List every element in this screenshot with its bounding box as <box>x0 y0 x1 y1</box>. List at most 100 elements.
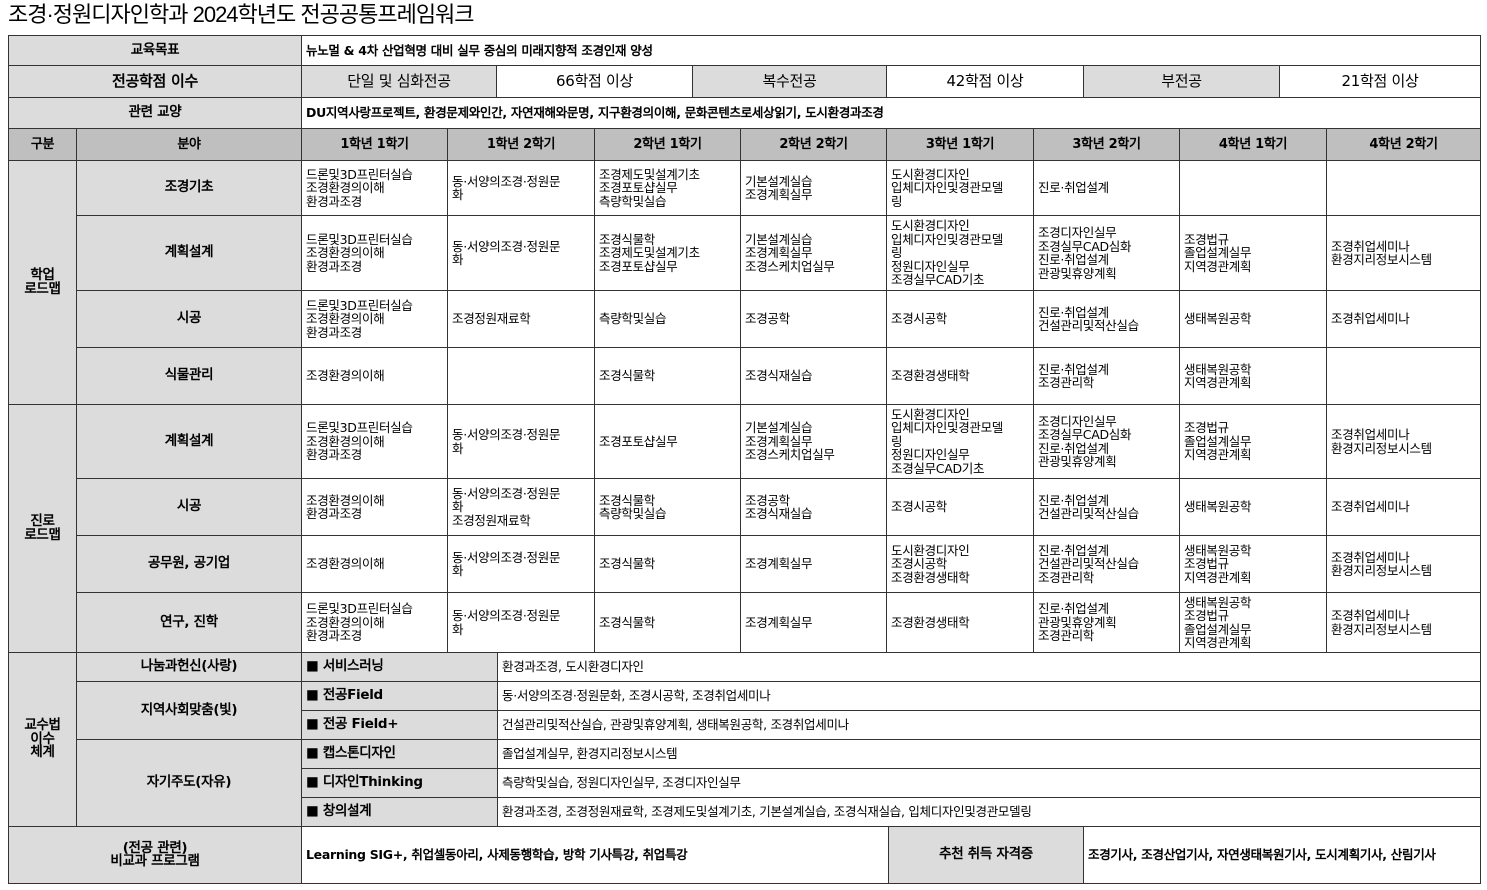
course-cell: 조경식물학 <box>594 347 741 405</box>
liberal-label: 관련 교양 <box>8 97 302 129</box>
roadmap-field: 식물관리 <box>76 347 302 405</box>
course-cell: 조경환경생태학 <box>886 592 1034 653</box>
header-semester: 2학년 1학기 <box>594 128 741 161</box>
header-category: 구분 <box>8 128 77 161</box>
course-cell: 조경포토샵실무 <box>594 404 741 479</box>
roadmap-field: 계획설계 <box>76 404 302 479</box>
course-cell: 진로·취업설계 건설관리및적산실습 조경관리학 <box>1033 535 1180 593</box>
extra-program-table: (전공 관련) 비교과 프로그램 Learning SIG+, 취업셀동아리, … <box>8 826 1481 884</box>
credit-type: 부전공 <box>1083 65 1280 98</box>
course-cell: 도시환경디자인 입체디자인및경관모델 링 정원디자인실무 조경실무CAD기초 <box>886 404 1034 479</box>
roadmap-row: 계획설계 드론및3D프린터실습 조경환경의이해 환경과조경 동·서양의조경·정원문 … <box>9 215 1481 291</box>
roadmap-field: 시공 <box>76 290 302 348</box>
course-cell <box>447 347 595 405</box>
roadmap-field: 계획설계 <box>76 215 302 291</box>
course-cell: 조경디자인실무 조경실무CAD심화 진로·취업설계 관광및휴양계획 <box>1033 215 1180 291</box>
header-semester: 2학년 2학기 <box>740 128 887 161</box>
teaching-method: ■ 캡스톤디자인 <box>301 739 498 769</box>
liberal-row: 관련 교양 DU지역사랑프로젝트, 환경문제와인간, 자연재해와문명, 지구환경… <box>8 97 1482 129</box>
course-cell: 동·서양의조경·정원문 화 <box>447 160 595 216</box>
course-cell: 생태복원공학 조경법규 지역경관계획 <box>1179 535 1327 593</box>
teaching-courses: 환경과조경, 조경정원재료학, 조경제도및설계기초, 기본설계실습, 조경식재실… <box>497 797 1481 827</box>
course-cell: 동·서양의조경·정원문 화 조경정원재료학 <box>447 478 595 536</box>
course-cell: 드론및3D프린터실습 조경환경의이해 환경과조경 <box>301 592 448 653</box>
header-semester: 1학년 2학기 <box>447 128 595 161</box>
course-cell: 조경공학 조경식재실습 <box>740 478 887 536</box>
course-cell: 드론및3D프린터실습 조경환경의이해 환경과조경 <box>301 215 448 291</box>
course-cell: 진로·취업설계 조경관리학 <box>1033 347 1180 405</box>
course-cell: 기본설계실습 조경계획실무 조경스케치업실무 <box>740 404 887 479</box>
course-cell: 조경환경의이해 환경과조경 <box>301 478 448 536</box>
teaching-group: 나눔과헌신(사랑) <box>76 652 302 682</box>
course-cell: 진로·취업설계 <box>1033 160 1180 216</box>
teaching-row: ■ 디자인Thinking 측량학및실습, 정원디자인실무, 조경디자인실무 <box>9 768 1481 798</box>
course-cell: 드론및3D프린터실습 조경환경의이해 환경과조경 <box>301 160 448 216</box>
course-cell: 측량학및실습 <box>594 290 741 348</box>
page-title: 조경·정원디자인학과 2024학년도 전공공통프레임워크 <box>8 2 475 27</box>
course-cell: 조경법규 졸업설계실무 지역경관계획 <box>1179 404 1327 479</box>
course-cell: 조경취업세미나 <box>1326 290 1481 348</box>
course-cell: 조경디자인실무 조경실무CAD심화 진로·취업설계 관광및휴양계획 <box>1033 404 1180 479</box>
course-cell: 조경환경의이해 <box>301 347 448 405</box>
credits-row: 전공학점 이수 단일 및 심화전공 66학점 이상 복수전공 42학점 이상 부… <box>8 65 1482 98</box>
teaching-row: ■ 창의설계 환경과조경, 조경정원재료학, 조경제도및설계기초, 기본설계실습,… <box>9 797 1481 827</box>
credits-label: 전공학점 이수 <box>8 65 302 98</box>
course-cell <box>1179 160 1327 216</box>
teaching-row: 자기주도(자유) ■ 캡스톤디자인 졸업설계실무, 환경지리정보시스템 <box>9 739 1481 827</box>
course-cell: 조경취업세미나 환경지리정보시스템 <box>1326 215 1481 291</box>
teaching-label: 교수법 이수 체계 <box>8 652 77 827</box>
credit-value: 42학점 이상 <box>886 65 1084 98</box>
teaching-courses: 측량학및실습, 정원디자인실무, 조경디자인실무 <box>497 768 1481 798</box>
teaching-method: ■ 전공Field <box>301 681 498 711</box>
teaching-method: ■ 디자인Thinking <box>301 768 498 798</box>
roadmap-table: 구분 분야 1학년 1학기 1학년 2학기 2학년 1학기 2학년 2학기 3학년 1학기 3… <box>8 128 1481 653</box>
teaching-row: ■ 전공 Field+ 건설관리및적산실습, 관광및휴양계획, 생태복원공학, 조… <box>9 710 1481 740</box>
roadmap-row: 공무원, 공기업 조경환경의이해 동·서양의조경·정원문 화 조경식물학 조경계획실무 도… <box>9 535 1481 593</box>
course-cell: 조경공학 <box>740 290 887 348</box>
teaching-method: ■ 창의설계 <box>301 797 498 827</box>
course-cell: 진로·취업설계 건설관리및적산실습 <box>1033 478 1180 536</box>
liberal-value: DU지역사랑프로젝트, 환경문제와인간, 자연재해와문명, 지구환경의이해, 문… <box>300 97 1482 129</box>
roadmap-field: 조경기초 <box>76 160 302 216</box>
cert-label: 추천 취득 자격증 <box>888 826 1084 884</box>
extra-row: (전공 관련) 비교과 프로그램 Learning SIG+, 취업셀동아리, … <box>8 826 1481 884</box>
course-cell: 조경환경생태학 <box>886 347 1034 405</box>
header-semester: 1학년 1학기 <box>301 128 448 161</box>
roadmap-field: 시공 <box>76 478 302 536</box>
teaching-row: 지역사회맞춤(빛) ■ 전공Field 동·서양의조경·정원문화, 조경시공학, 조… <box>9 681 1481 740</box>
course-cell: 조경시공학 <box>886 290 1034 348</box>
roadmap-row: 시공 조경환경의이해 환경과조경 동·서양의조경·정원문 화 조경정원재료학 조경식물… <box>9 478 1481 536</box>
course-cell: 도시환경디자인 입체디자인및경관모델 링 <box>886 160 1034 216</box>
course-cell: 동·서양의조경·정원문 화 <box>447 592 595 653</box>
course-cell: 조경식재실습 <box>740 347 887 405</box>
course-cell: 드론및3D프린터실습 조경환경의이해 환경과조경 <box>301 290 448 348</box>
teaching-row: 교수법 이수 체계 나눔과헌신(사랑) ■ 서비스러닝 환경과조경, 도시환경디자인 <box>8 652 1481 827</box>
course-cell: 조경계획실무 <box>740 592 887 653</box>
credit-value: 66학점 이상 <box>496 65 693 98</box>
course-cell: 조경취업세미나 환경지리정보시스템 <box>1326 404 1481 479</box>
course-cell: 진로·취업설계 관광및휴양계획 조경관리학 <box>1033 592 1180 653</box>
roadmap-field: 공무원, 공기업 <box>76 535 302 593</box>
header-row: 구분 분야 1학년 1학기 1학년 2학기 2학년 1학기 2학년 2학기 3학년 1학기 3… <box>8 128 1481 161</box>
course-cell: 생태복원공학 지역경관계획 <box>1179 347 1327 405</box>
header-semester: 3학년 2학기 <box>1033 128 1180 161</box>
course-cell: 도시환경디자인 입체디자인및경관모델 링 정원디자인실무 조경실무CAD기초 <box>886 215 1034 291</box>
course-cell: 동·서양의조경·정원문 화 <box>447 535 595 593</box>
header-semester: 4학년 1학기 <box>1179 128 1327 161</box>
cert-value: 조경기사, 조경산업기사, 자연생태복원기사, 도시계획기사, 산림기사 <box>1083 826 1481 884</box>
teaching-method: ■ 전공 Field+ <box>301 710 498 740</box>
roadmap-field: 연구, 진학 <box>76 592 302 653</box>
course-cell: 동·서양의조경·정원문 화 <box>447 215 595 291</box>
roadmap-row: 진로 로드맵 계획설계 드론및3D프린터실습 조경환경의이해 환경과조경 동·서양의조… <box>8 404 1481 653</box>
course-cell: 조경식물학 <box>594 592 741 653</box>
roadmap-row: 연구, 진학 드론및3D프린터실습 조경환경의이해 환경과조경 동·서양의조경·정원… <box>9 592 1481 653</box>
teaching-group: 자기주도(자유) <box>76 739 302 827</box>
credit-value: 21학점 이상 <box>1278 65 1482 98</box>
course-cell <box>1326 347 1481 405</box>
course-cell: 조경식물학 측량학및실습 <box>594 478 741 536</box>
header-field: 분야 <box>76 128 302 161</box>
teaching-courses: 환경과조경, 도시환경디자인 <box>497 652 1481 682</box>
course-cell: 조경식물학 조경제도및설계기초 조경포토샵실무 <box>594 215 741 291</box>
roadmap-group-label: 진로 로드맵 <box>8 404 77 653</box>
course-cell: 조경식물학 <box>594 535 741 593</box>
